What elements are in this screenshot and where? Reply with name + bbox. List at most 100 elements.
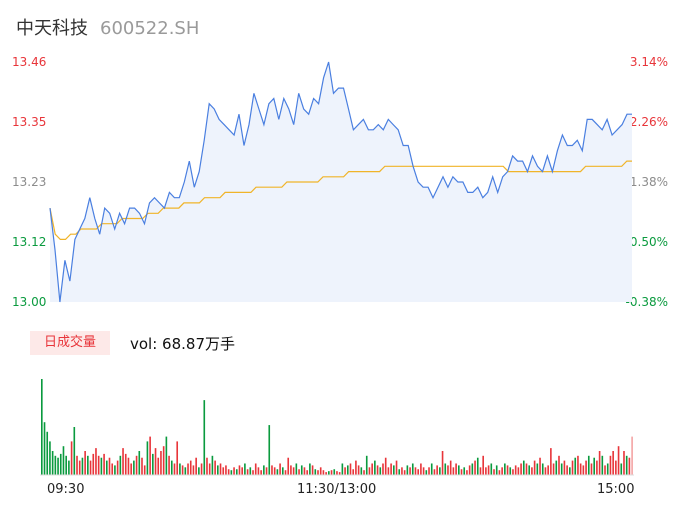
volume-bar [379, 467, 382, 475]
volume-readout: vol: 68.87万手 [130, 335, 235, 353]
volume-bar [263, 465, 265, 475]
volume-bar [319, 467, 322, 475]
volume-bar [284, 470, 287, 475]
volume-bar [609, 455, 612, 475]
volume-bar [487, 465, 490, 475]
volume-bar [133, 460, 135, 475]
volume-bar [141, 457, 143, 475]
volume-bar [268, 425, 271, 475]
volume-bar [187, 463, 189, 475]
volume-bar [192, 465, 195, 475]
volume-bar [463, 467, 466, 475]
volume-bar [328, 471, 330, 475]
volume-bar [254, 463, 257, 475]
volume-bar [114, 465, 116, 475]
volume-bar [612, 451, 614, 475]
volume-bar [436, 465, 438, 475]
y-tick-left-3: 13.12 [12, 235, 47, 249]
volume-bar [447, 465, 449, 475]
volume-bar [344, 467, 346, 475]
volume-bar [587, 455, 590, 475]
volume-bar [449, 460, 452, 475]
y-tick-right-2: 1.38% [629, 175, 668, 189]
volume-bar [303, 467, 306, 475]
stock-code: 600522.SH [100, 18, 200, 39]
volume-bar [70, 441, 73, 475]
volume-bar [211, 455, 214, 475]
volume-bar [124, 453, 127, 475]
volume-bar [238, 465, 241, 475]
volume-bar [387, 467, 390, 475]
volume-bar [398, 469, 401, 475]
volume-bar [525, 463, 528, 475]
volume-bar [544, 467, 547, 475]
volume-bar [520, 463, 522, 475]
volume-bar [552, 463, 555, 475]
volume-bar [189, 460, 192, 475]
volume-bar [317, 470, 319, 475]
volume-bar [485, 467, 487, 475]
volume-bar [265, 467, 268, 475]
volume-bar [214, 460, 216, 475]
y-tick-left-1: 13.35 [12, 115, 47, 129]
y-tick-right-0: 3.14% [629, 55, 668, 69]
volume-bars [41, 379, 633, 475]
volume-bar [579, 463, 582, 475]
volume-bar [628, 457, 631, 475]
volume-bar [273, 467, 276, 475]
volume-bar [170, 460, 173, 475]
volume-bar [433, 469, 436, 475]
volume-bar [92, 453, 95, 475]
volume-bar [382, 463, 384, 475]
volume-bar [68, 460, 70, 475]
volume-bar [116, 460, 119, 475]
volume-bar [390, 463, 392, 475]
volume-bar [309, 463, 311, 475]
volume-bar [357, 465, 360, 475]
volume-bar [127, 457, 130, 475]
volume-bar [138, 451, 141, 475]
volume-bar [360, 467, 363, 475]
volume-bar [143, 465, 146, 475]
volume-bar [203, 400, 206, 475]
volume-bar [176, 441, 179, 475]
volume-bar [287, 457, 290, 475]
volume-bar [411, 463, 414, 475]
volume-bar [550, 448, 552, 475]
volume-bar [355, 460, 357, 475]
volume-bar [444, 463, 447, 475]
volume-bar [455, 463, 457, 475]
volume-bar [41, 379, 43, 475]
volume-bar [65, 455, 67, 475]
y-tick-right-3: 0.50% [629, 235, 668, 249]
volume-bar [341, 463, 344, 475]
volume-bar [593, 457, 595, 475]
volume-bar [406, 465, 409, 475]
volume-bar [425, 470, 428, 475]
volume-bar [417, 469, 419, 475]
volume-bar [560, 463, 563, 475]
volume-bar [325, 472, 327, 475]
volume-bar [84, 451, 86, 475]
volume-bar [230, 470, 233, 475]
volume-bar [149, 436, 151, 475]
volume-bar [271, 465, 273, 475]
volume-bar [206, 457, 208, 475]
volume-bar [506, 465, 509, 475]
volume-bar [585, 460, 587, 475]
volume-bar [111, 463, 114, 475]
volume-bar [100, 457, 103, 475]
volume-bar [227, 469, 230, 475]
volume-bar [615, 460, 617, 475]
volume-bar [504, 463, 506, 475]
volume-bar [290, 465, 292, 475]
volume-bar [512, 469, 514, 475]
volume-tab[interactable]: 日成交量 [30, 331, 110, 355]
x-tick-midday: 11:30/13:00 [297, 482, 377, 497]
volume-bar [225, 465, 227, 475]
volume-bar [108, 457, 111, 475]
volume-bar [384, 457, 387, 475]
volume-bar [601, 455, 604, 475]
volume-bar [403, 470, 406, 475]
